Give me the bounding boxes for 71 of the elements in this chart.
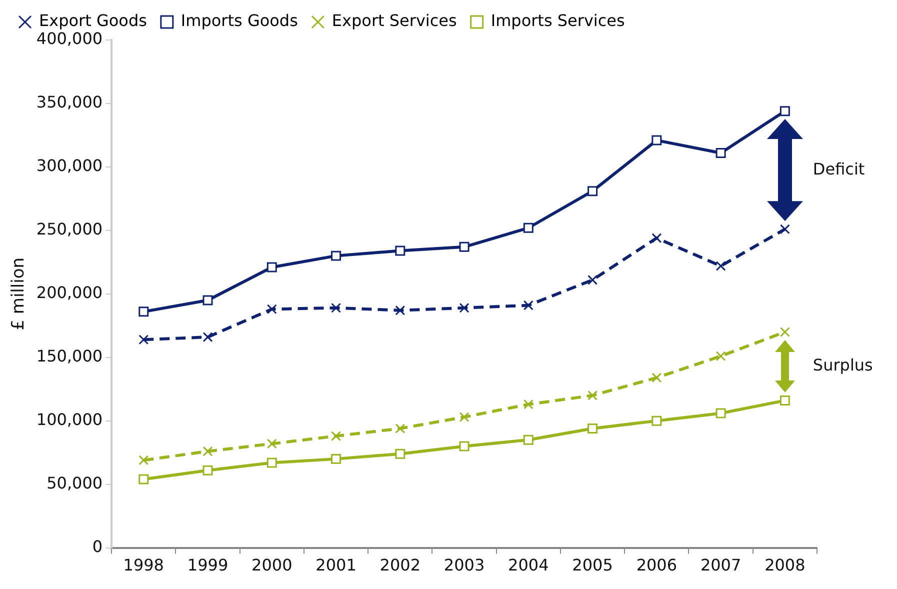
point bbox=[331, 302, 342, 313]
point bbox=[138, 455, 149, 466]
x-tick-label: 2001 bbox=[316, 556, 356, 575]
point bbox=[395, 423, 406, 434]
legend-label: Export Goods bbox=[39, 11, 147, 30]
point bbox=[266, 304, 277, 314]
point bbox=[202, 332, 213, 342]
point bbox=[780, 224, 790, 234]
point bbox=[266, 438, 277, 449]
x-tick-label: 2002 bbox=[380, 556, 421, 575]
point bbox=[202, 446, 213, 456]
x-tick-label: 2006 bbox=[636, 556, 678, 575]
y-tick-label: 350,000 bbox=[36, 92, 103, 112]
point bbox=[523, 434, 534, 445]
point bbox=[202, 295, 213, 306]
point bbox=[588, 390, 598, 400]
x-tick-label: 1999 bbox=[187, 556, 228, 575]
point bbox=[331, 454, 342, 464]
point bbox=[652, 416, 662, 426]
point bbox=[716, 148, 726, 158]
point bbox=[459, 242, 470, 252]
point bbox=[652, 135, 662, 146]
point bbox=[138, 334, 149, 345]
x-tick-label: 2007 bbox=[700, 556, 742, 575]
point bbox=[588, 423, 598, 434]
point bbox=[459, 441, 470, 452]
point bbox=[523, 300, 534, 310]
point bbox=[780, 396, 790, 406]
point bbox=[266, 458, 277, 468]
x-tick-label: 2003 bbox=[444, 556, 485, 575]
point bbox=[588, 186, 598, 196]
point bbox=[716, 260, 726, 271]
y-tick-label: 0 bbox=[92, 536, 103, 556]
point bbox=[588, 274, 598, 285]
point bbox=[202, 465, 213, 476]
point bbox=[395, 305, 406, 316]
y-tick-label: 150,000 bbox=[36, 346, 103, 366]
point bbox=[780, 106, 790, 116]
point bbox=[716, 351, 726, 362]
y-tick-label: 200,000 bbox=[36, 283, 103, 302]
x-tick-label: 2005 bbox=[572, 556, 613, 575]
y-tick-label: 100,000 bbox=[36, 410, 103, 430]
point bbox=[523, 222, 534, 233]
point bbox=[459, 412, 470, 422]
point bbox=[138, 474, 149, 484]
point bbox=[780, 326, 790, 337]
legend-label: Imports Goods bbox=[180, 11, 298, 30]
point bbox=[652, 233, 662, 244]
annotation: Surplus bbox=[812, 355, 873, 374]
x-tick-label: 2004 bbox=[508, 556, 549, 575]
point bbox=[331, 431, 342, 442]
y-tick-label: 50,000 bbox=[46, 473, 103, 492]
point bbox=[523, 399, 534, 410]
point bbox=[395, 246, 406, 256]
y-tick-label: 400,000 bbox=[36, 29, 103, 48]
point bbox=[266, 262, 277, 272]
x-tick-label: 2008 bbox=[764, 556, 806, 575]
y-tick-label: 250,000 bbox=[36, 220, 103, 239]
point bbox=[459, 302, 470, 313]
x-tick-label: 1998 bbox=[123, 556, 164, 575]
x-tick-label: 2000 bbox=[252, 556, 292, 575]
point bbox=[652, 372, 662, 383]
point bbox=[138, 306, 149, 317]
annotation: Deficit bbox=[812, 159, 865, 178]
legend-label: Export Services bbox=[332, 11, 457, 30]
y-tick-label: 300,000 bbox=[36, 156, 103, 176]
point bbox=[331, 250, 342, 261]
point bbox=[716, 408, 726, 418]
y-axis-title: £ million bbox=[8, 257, 29, 330]
legend-label: Imports Services bbox=[490, 11, 625, 30]
point bbox=[395, 448, 406, 459]
